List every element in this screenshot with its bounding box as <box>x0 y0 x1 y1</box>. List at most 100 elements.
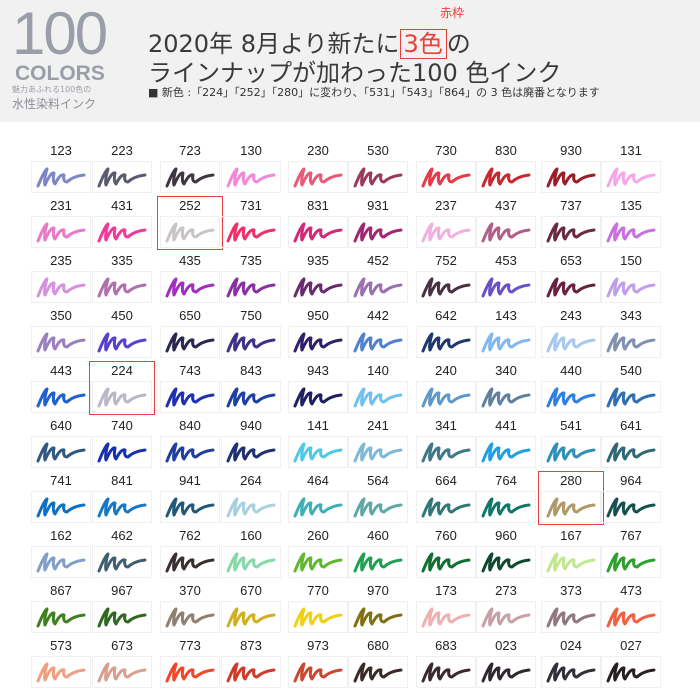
ink-cell-280: 280 <box>538 471 604 525</box>
ink-swatch <box>221 326 281 358</box>
ink-swatch <box>221 161 281 193</box>
ink-stroke <box>606 442 656 463</box>
ink-number: 230 <box>307 143 329 158</box>
ink-cell-931: 931 <box>347 198 409 248</box>
ink-stroke <box>421 332 471 353</box>
ink-number: 680 <box>367 638 389 653</box>
ink-number: 023 <box>495 638 517 653</box>
ink-cell-650: 650 <box>159 308 221 358</box>
ink-swatch <box>601 161 661 193</box>
ink-cell-830: 830 <box>475 143 537 193</box>
ink-swatch <box>221 271 281 303</box>
ink-swatch <box>601 326 661 358</box>
ink-cell-737: 737 <box>540 198 602 248</box>
title-pre: 2020年 8月より新たに <box>148 30 400 58</box>
ink-cell-573: 573 <box>30 638 92 688</box>
ink-swatch <box>476 436 536 468</box>
ink-swatch <box>221 491 281 523</box>
ink-swatch <box>541 656 601 688</box>
ink-swatch <box>541 271 601 303</box>
ink-stroke <box>546 332 596 353</box>
ink-number: 640 <box>50 418 72 433</box>
ink-number: 453 <box>495 253 517 268</box>
ink-stroke <box>97 222 147 243</box>
ink-swatch <box>541 436 601 468</box>
ink-cell-335: 335 <box>91 253 153 303</box>
ink-number: 773 <box>179 638 201 653</box>
ink-stroke <box>165 167 215 188</box>
ink-number: 240 <box>435 363 457 378</box>
ink-number: 464 <box>307 473 329 488</box>
ink-number: 280 <box>560 473 582 488</box>
ink-swatch <box>31 161 91 193</box>
ink-number: 930 <box>560 143 582 158</box>
ink-stroke <box>36 167 86 188</box>
ink-stroke <box>36 222 86 243</box>
ink-swatch <box>160 491 220 523</box>
ink-stroke <box>481 332 531 353</box>
ink-swatch <box>288 601 348 633</box>
ink-cell-373: 373 <box>540 583 602 633</box>
ink-stroke <box>226 332 276 353</box>
ink-number: 141 <box>307 418 329 433</box>
ink-cell-640: 640 <box>30 418 92 468</box>
ink-number: 335 <box>111 253 133 268</box>
ink-stroke <box>353 442 403 463</box>
ink-cell-762: 762 <box>159 528 221 578</box>
title-highlight: 3色 <box>399 29 447 59</box>
ink-swatch <box>288 546 348 578</box>
ink-cell-143: 143 <box>475 308 537 358</box>
ink-number: 252 <box>179 198 201 213</box>
ink-cell-340: 340 <box>475 363 537 413</box>
ink-cell-943: 943 <box>287 363 349 413</box>
ink-number: 224 <box>111 363 133 378</box>
ink-cell-453: 453 <box>475 253 537 303</box>
ink-swatch <box>92 381 152 413</box>
ink-stroke <box>546 387 596 408</box>
ink-number: 530 <box>367 143 389 158</box>
ink-swatch <box>348 436 408 468</box>
ink-stroke <box>421 662 471 683</box>
ink-swatch <box>31 216 91 248</box>
ink-swatch <box>221 436 281 468</box>
ink-cell-831: 831 <box>287 198 349 248</box>
ink-cell-670: 670 <box>220 583 282 633</box>
ink-cell-664: 664 <box>415 473 477 523</box>
ink-number: 473 <box>620 583 642 598</box>
ink-number: 237 <box>435 198 457 213</box>
ink-stroke <box>353 277 403 298</box>
ink-stroke <box>353 332 403 353</box>
ink-cell-723: 723 <box>159 143 221 193</box>
ink-swatch <box>601 216 661 248</box>
ink-number: 450 <box>111 308 133 323</box>
ink-number: 024 <box>560 638 582 653</box>
ink-stroke <box>97 332 147 353</box>
ink-cell-224: 224 <box>89 361 155 415</box>
ink-swatch <box>541 491 601 523</box>
ink-cell-950: 950 <box>287 308 349 358</box>
ink-number: 443 <box>50 363 72 378</box>
ink-stroke <box>36 662 86 683</box>
ink-swatch <box>476 491 536 523</box>
ink-swatch <box>31 381 91 413</box>
ink-swatch <box>348 326 408 358</box>
ink-swatch <box>160 436 220 468</box>
ink-number: 440 <box>560 363 582 378</box>
ink-cell-123: 123 <box>30 143 92 193</box>
ink-number: 135 <box>620 198 642 213</box>
ink-stroke <box>546 607 596 628</box>
ink-swatch <box>92 326 152 358</box>
ink-cell-731: 731 <box>220 198 282 248</box>
ink-swatch <box>31 491 91 523</box>
ink-stroke <box>293 497 343 518</box>
ink-cell-237: 237 <box>415 198 477 248</box>
title-line1: 2020年 8月より新たに 3色の <box>148 24 471 59</box>
ink-number: 750 <box>240 308 262 323</box>
ink-swatch <box>416 546 476 578</box>
ink-stroke <box>165 387 215 408</box>
ink-stroke <box>353 387 403 408</box>
ink-stroke <box>546 552 596 573</box>
ink-stroke <box>421 607 471 628</box>
ink-swatch <box>348 656 408 688</box>
ink-cell-223: 223 <box>91 143 153 193</box>
